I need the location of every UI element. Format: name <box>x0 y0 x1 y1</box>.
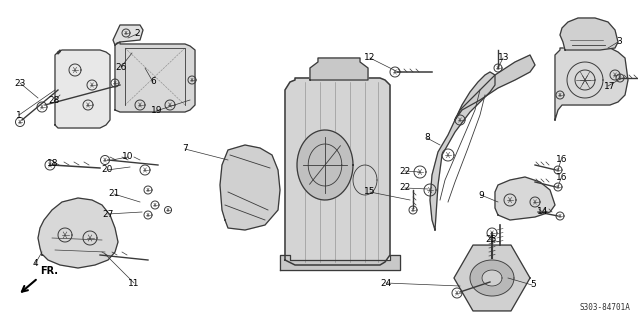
Polygon shape <box>55 50 110 128</box>
Polygon shape <box>297 130 353 200</box>
Text: 23: 23 <box>15 79 26 88</box>
Text: 17: 17 <box>604 82 615 91</box>
Text: 14: 14 <box>537 207 548 216</box>
Text: 27: 27 <box>103 210 114 219</box>
Polygon shape <box>280 255 400 270</box>
Text: 20: 20 <box>101 165 113 174</box>
Text: 19: 19 <box>151 106 162 115</box>
Text: 22: 22 <box>399 167 411 176</box>
Text: FR.: FR. <box>40 266 58 276</box>
Text: 4: 4 <box>33 260 38 268</box>
Polygon shape <box>560 18 618 50</box>
Polygon shape <box>113 25 143 45</box>
Text: 10: 10 <box>122 152 133 161</box>
Polygon shape <box>455 55 535 120</box>
Polygon shape <box>285 78 390 265</box>
Text: 9: 9 <box>478 191 485 200</box>
Text: 26: 26 <box>115 63 127 72</box>
Text: 5: 5 <box>530 280 536 289</box>
Polygon shape <box>38 198 118 268</box>
Text: 21: 21 <box>108 189 119 198</box>
Text: 3: 3 <box>616 37 622 46</box>
Text: 25: 25 <box>486 236 497 244</box>
Text: 18: 18 <box>47 159 58 168</box>
Polygon shape <box>220 145 280 230</box>
Polygon shape <box>470 260 514 296</box>
Text: 28: 28 <box>48 96 60 105</box>
Text: 13: 13 <box>498 53 510 62</box>
Text: S303-84701A: S303-84701A <box>579 303 630 312</box>
Text: 16: 16 <box>556 173 567 182</box>
Text: 22: 22 <box>399 183 411 192</box>
Polygon shape <box>482 270 502 286</box>
Text: 7: 7 <box>182 144 188 153</box>
Polygon shape <box>430 72 495 230</box>
Polygon shape <box>454 245 530 311</box>
Text: 24: 24 <box>380 279 392 288</box>
Text: 11: 11 <box>128 279 140 288</box>
Text: 15: 15 <box>364 188 376 196</box>
Text: 2: 2 <box>135 29 140 38</box>
Polygon shape <box>495 177 555 220</box>
Text: 12: 12 <box>364 53 376 62</box>
Polygon shape <box>115 42 195 112</box>
Text: 6: 6 <box>150 77 156 86</box>
Text: 1: 1 <box>16 111 22 120</box>
Text: 16: 16 <box>556 156 567 164</box>
Polygon shape <box>310 58 368 80</box>
Polygon shape <box>555 48 628 120</box>
Text: 8: 8 <box>424 133 431 142</box>
